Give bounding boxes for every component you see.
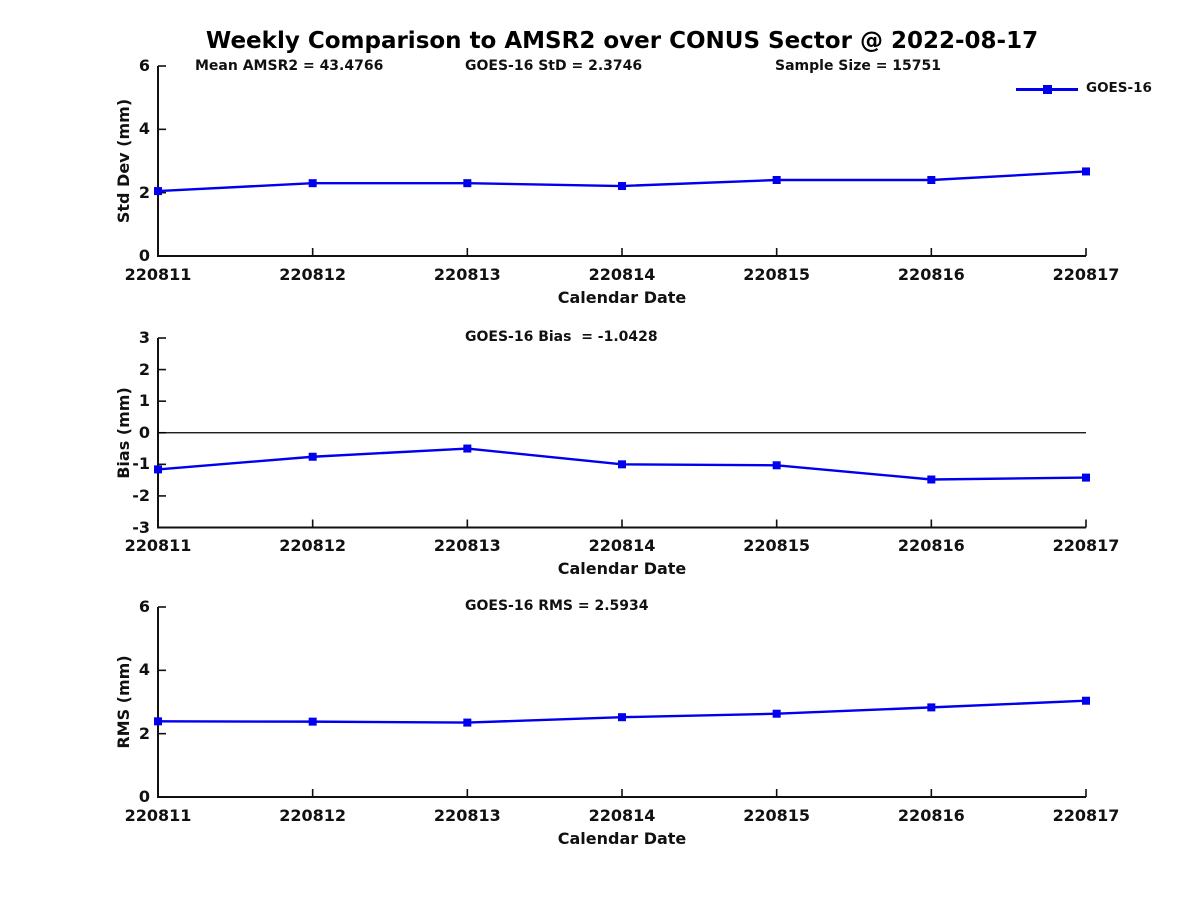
y-tick-label: 2 [138, 359, 150, 379]
y-tick-label: 0 [138, 246, 150, 265]
y-tick-label: -1 [132, 454, 150, 474]
data-point-marker [154, 187, 162, 196]
x-tick-label: 220814 [588, 265, 656, 284]
legend-label: GOES-16 [1086, 80, 1152, 96]
y-tick-label: 6 [138, 56, 150, 75]
x-tick-label: 220816 [897, 536, 965, 555]
y-tick-label: -2 [132, 485, 150, 505]
x-tick-label: 220811 [124, 536, 192, 555]
annotation-mean-amsr2: Mean AMSR2 = 43.4766 [195, 58, 384, 74]
legend-marker [1043, 85, 1052, 94]
data-point-marker [772, 461, 781, 470]
y-tick-label: 1 [138, 391, 150, 411]
x-tick-label: 220814 [588, 806, 656, 825]
y-tick-label: 2 [138, 723, 150, 743]
annotation-sample-size: Sample Size = 15751 [775, 58, 942, 74]
x-tick-label: 220817 [1052, 265, 1120, 284]
annotation-goes16-std: GOES-16 StD = 2.3746 [465, 58, 643, 74]
x-tick-label: 220817 [1052, 806, 1120, 825]
y-tick-label: 3 [138, 328, 150, 347]
data-point-marker [154, 465, 162, 474]
data-point-marker [463, 444, 472, 453]
x-axis-label-1: Calendar Date [557, 288, 687, 307]
data-point-marker [772, 176, 781, 184]
data-point-marker [927, 475, 936, 484]
x-tick-label: 220815 [743, 806, 811, 825]
y-tick-label: -3 [132, 517, 150, 537]
x-tick-label: 220812 [279, 536, 347, 555]
data-point-marker [772, 709, 781, 718]
data-point-marker [618, 182, 626, 191]
x-tick-label: 220811 [124, 806, 192, 825]
x-tick-label: 220813 [433, 806, 501, 825]
data-point-marker [927, 703, 936, 712]
data-point-marker [1082, 473, 1090, 482]
x-tick-label: 220817 [1052, 536, 1120, 555]
x-tick-label: 220815 [743, 536, 811, 555]
data-point-marker [308, 179, 317, 188]
x-axis-label-2: Calendar Date [557, 559, 687, 578]
data-point-marker [308, 717, 317, 726]
data-point-marker [618, 713, 626, 722]
y-tick-label: 4 [138, 660, 150, 680]
y-tick-label: 0 [138, 422, 150, 442]
x-tick-label: 220815 [743, 265, 811, 284]
data-point-marker [927, 176, 936, 184]
data-point-marker [463, 718, 472, 727]
x-tick-label: 220812 [279, 806, 347, 825]
x-tick-label: 220811 [124, 265, 192, 284]
data-point-marker [1082, 696, 1090, 705]
x-tick-label: 220816 [897, 806, 965, 825]
data-point-marker [618, 460, 626, 469]
x-tick-label: 220812 [279, 265, 347, 284]
annotation-goes16-rms: GOES-16 RMS = 2.5934 [465, 598, 649, 614]
y-tick-label: 6 [138, 597, 150, 616]
data-point-marker [463, 179, 472, 188]
x-tick-label: 220814 [588, 536, 656, 555]
x-axis-label-3: Calendar Date [557, 829, 687, 848]
data-point-marker [1082, 167, 1090, 176]
x-tick-label: 220813 [433, 265, 501, 284]
y-tick-label: 4 [138, 119, 150, 139]
data-point-marker [154, 717, 162, 726]
x-tick-label: 220816 [897, 265, 965, 284]
x-tick-label: 220813 [433, 536, 501, 555]
chart-title: Weekly Comparison to AMSR2 over CONUS Se… [205, 28, 1039, 54]
y-tick-label: 2 [138, 182, 150, 202]
annotation-goes16-bias: GOES-16 Bias = -1.0428 [465, 329, 658, 345]
y-tick-label: 0 [138, 787, 150, 806]
data-point-marker [308, 452, 317, 461]
